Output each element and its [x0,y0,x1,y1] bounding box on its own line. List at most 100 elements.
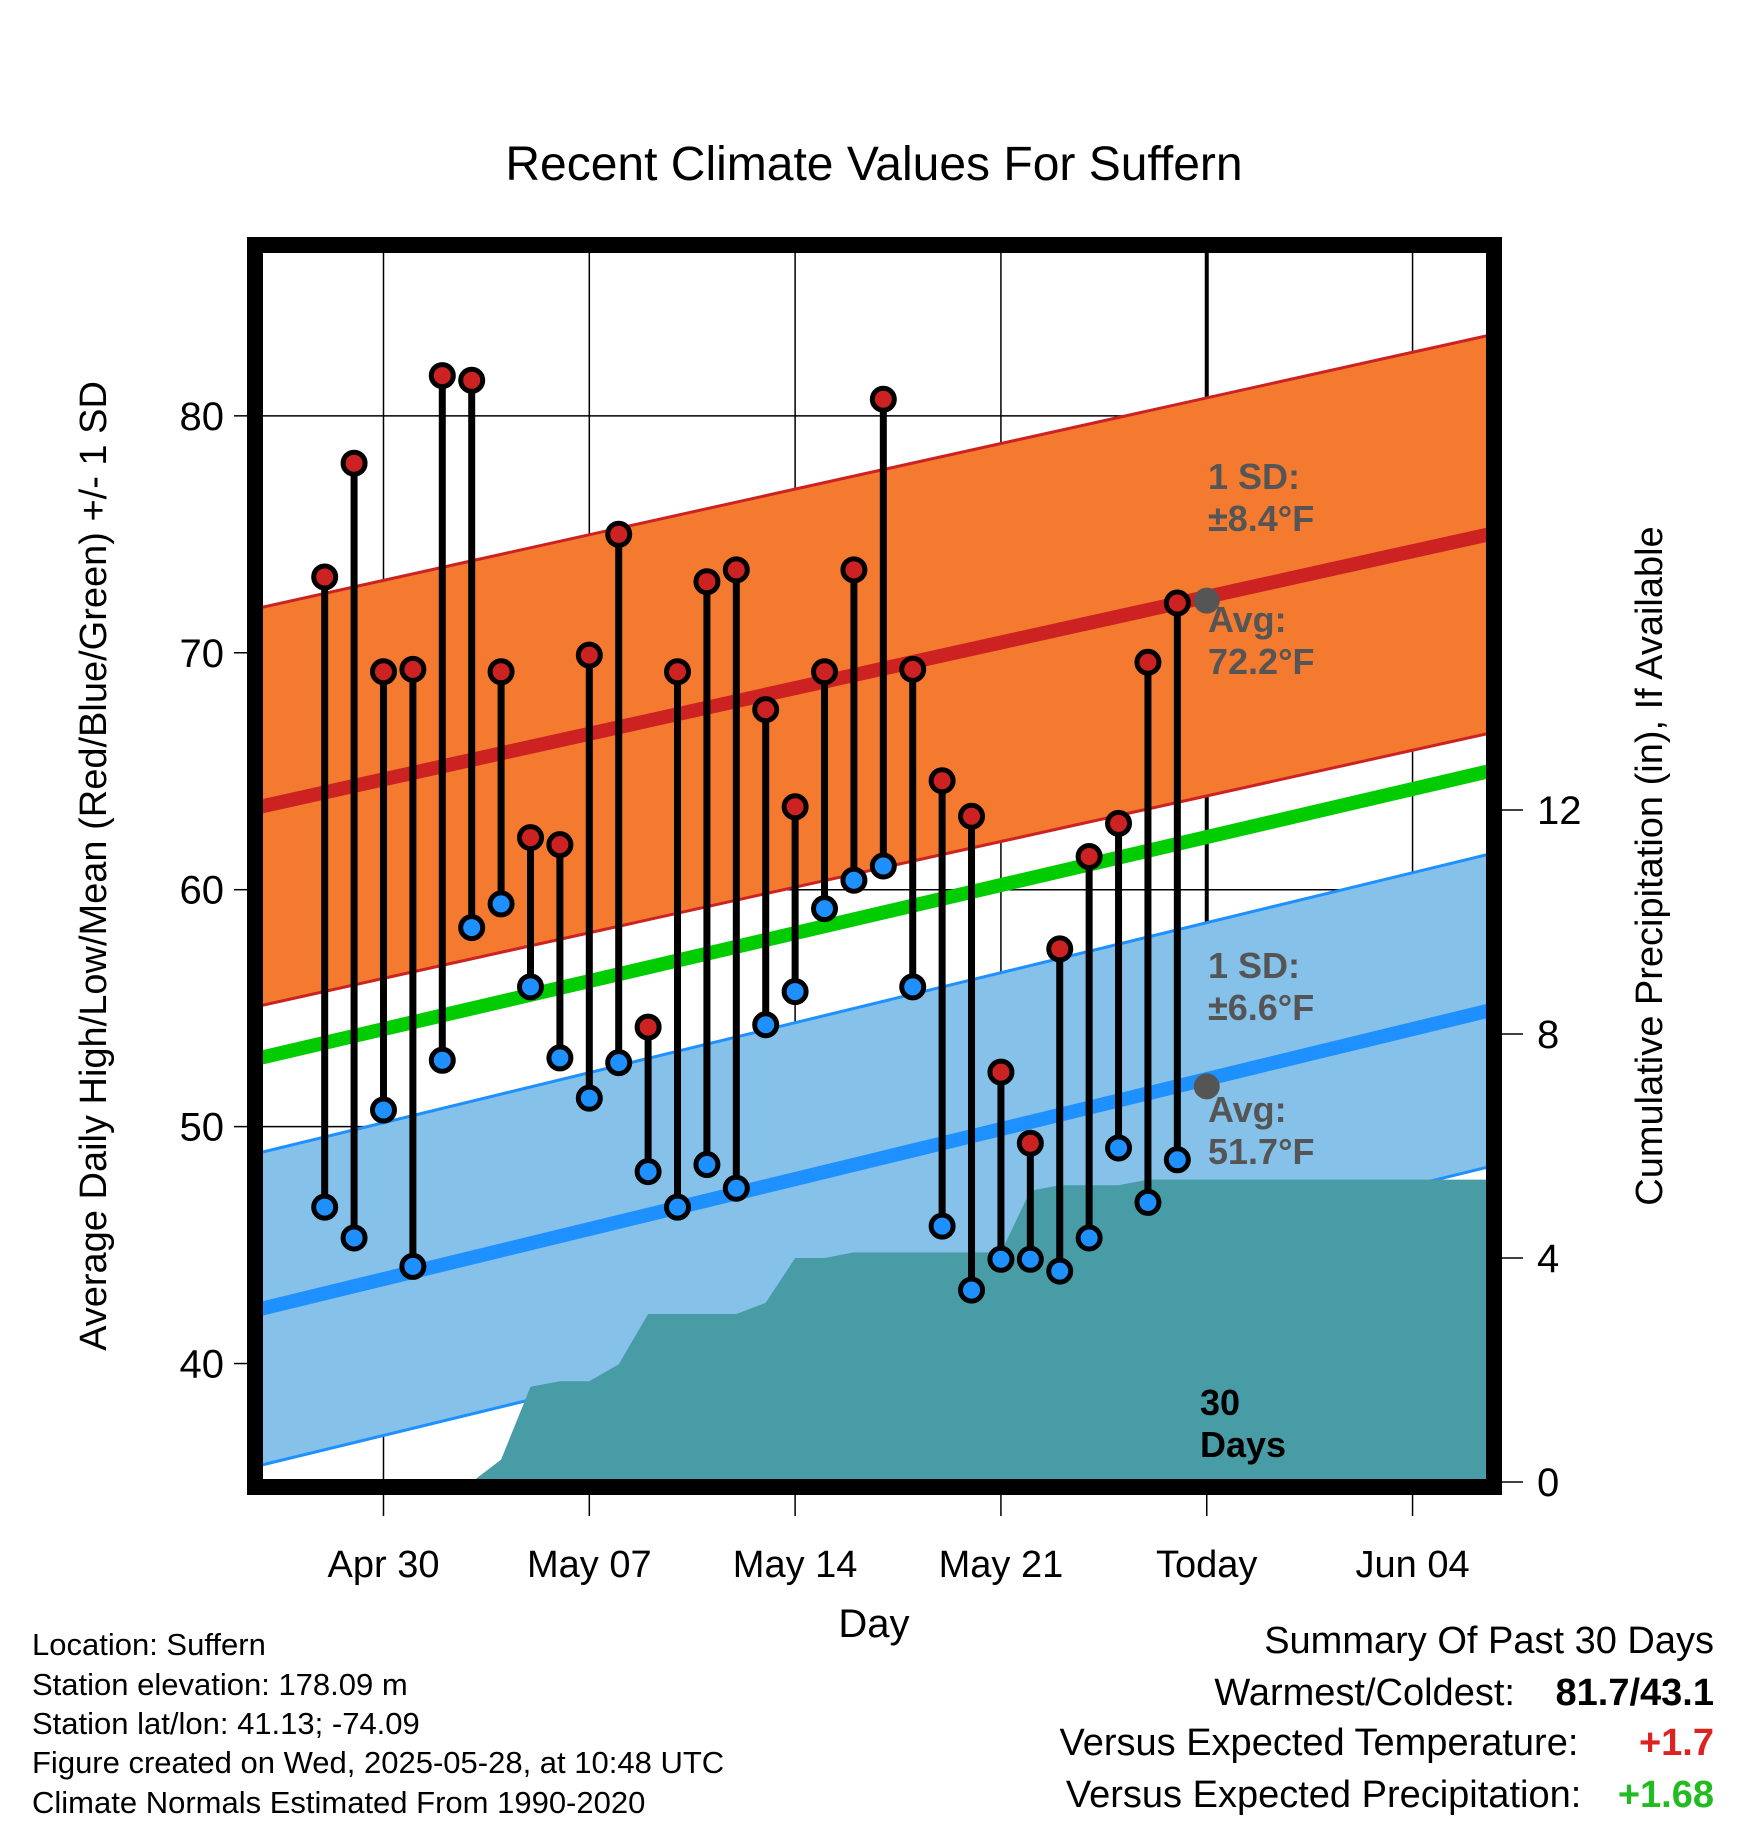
daily-high-point [899,655,927,683]
daily-high-point [811,658,839,686]
daily-low-point [752,1011,780,1039]
daily-high-point [1163,589,1191,617]
daily-high-point [516,824,544,852]
daily-low-point [722,1174,750,1202]
daily-high-point [458,366,486,394]
summary-warmest-value: 81.7/43.1 [1555,1672,1714,1714]
daily-high-point [1016,1129,1044,1157]
daily-low-point [987,1245,1015,1273]
chart-title: Recent Climate Values For Suffern [505,138,1242,191]
daily-low-point [487,890,515,918]
summary-temp-value: +1.7 [1638,1722,1714,1764]
x-tick-label: Apr 30 [328,1544,440,1586]
daily-high-point [752,696,780,724]
daily-high-point [399,655,427,683]
daily-low-point [575,1084,603,1112]
daily-high-point [1046,935,1074,963]
daily-high-point [928,767,956,795]
daily-high-point [546,831,574,859]
daily-low-point [458,914,486,942]
daily-high-point [781,793,809,821]
daily-high-point [869,385,897,413]
daily-low-point [1134,1188,1162,1216]
y2-tick-label: 12 [1537,789,1582,833]
daily-low-point [869,852,897,880]
daily-high-point [487,658,515,686]
daily-low-point [546,1044,574,1072]
normal-mean-line [260,764,1489,1065]
daily-high-point [1105,809,1133,837]
footer-location: Location: Suffern [32,1627,266,1662]
daily-low-point [899,973,927,1001]
y-tick-label: 70 [180,632,225,676]
y-tick-label: 40 [180,1343,225,1387]
summary-warmest: Warmest/Coldest: 81.7/43.1 [1214,1672,1714,1715]
daily-low-point [1105,1134,1133,1162]
daily-low-point [634,1158,662,1186]
daily-low-point [664,1193,692,1221]
y2-tick-label: 0 [1537,1461,1559,1505]
daily-high-point [840,556,868,584]
low-sd-annotation: 1 SD: ±6.6°F [1208,945,1314,1028]
footer-latlon: Station lat/lon: 41.13; -74.09 [32,1706,420,1741]
daily-high-point [311,563,339,591]
x-tick-label: Today [1156,1544,1257,1586]
daily-low-point [1016,1245,1044,1273]
summary-precip-label: Versus Expected Precipitation: [1065,1774,1582,1816]
normal-high-line [260,527,1489,814]
daily-low-point [958,1276,986,1304]
daily-low-point [1046,1257,1074,1285]
days-annotation: 30 Days [1200,1382,1286,1465]
normal-low-line [260,1003,1489,1316]
daily-low-point [428,1046,456,1074]
daily-high-point [575,641,603,669]
x-axis-label: Day [838,1602,909,1646]
daily-low-point [840,866,868,894]
x-tick-label: May 07 [527,1544,652,1586]
daily-high-point [958,802,986,830]
daily-low-point [811,895,839,923]
summary-precip: Versus Expected Precipitation: +1.68 [1066,1774,1714,1817]
footer-elevation: Station elevation: 178.09 m [32,1667,408,1702]
today-high-normal-point [1193,587,1220,614]
footer-normals: Climate Normals Estimated From 1990-2020 [32,1785,646,1820]
daily-high-point [1134,648,1162,676]
high-avg-annotation: Avg: 72.2°F [1208,599,1314,682]
daily-high-point [987,1058,1015,1086]
daily-high-point [664,658,692,686]
y2-tick-label: 4 [1537,1237,1559,1281]
daily-low-point [311,1193,339,1221]
summary-heading: Summary Of Past 30 Days [1264,1620,1714,1662]
y-tick-label: 50 [180,1106,225,1150]
summary-precip-value: +1.68 [1617,1774,1714,1816]
plot-frame [247,237,1502,1495]
daily-high-point [634,1013,662,1041]
x-tick-label: May 14 [733,1544,858,1586]
high-sd-annotation: 1 SD: ±8.4°F [1208,456,1314,539]
daily-low-point [516,973,544,1001]
daily-low-point [1163,1146,1191,1174]
y2-tick-label: 8 [1537,1013,1559,1057]
x-tick-label: Jun 04 [1356,1544,1470,1586]
daily-low-point [1075,1224,1103,1252]
daily-high-point [369,658,397,686]
precip-area [324,1179,1489,1482]
daily-high-point [428,362,456,390]
daily-low-point [928,1212,956,1240]
summary-warmest-label: Warmest/Coldest: [1214,1672,1515,1714]
daily-low-point [605,1049,633,1077]
y2-axis-label: Cumulative Precipitation (in), If Availa… [1629,526,1671,1205]
x-tick-label: May 21 [939,1544,1064,1586]
y-tick-label: 80 [180,395,225,439]
daily-low-point [693,1151,721,1179]
daily-low-point [399,1252,427,1280]
today-low-normal-point [1193,1073,1220,1100]
daily-low-point [781,978,809,1006]
footer-created: Figure created on Wed, 2025-05-28, at 10… [32,1745,725,1780]
low-avg-annotation: Avg: 51.7°F [1208,1089,1314,1172]
daily-high-point [340,449,368,477]
summary-temp: Versus Expected Temperature: +1.7 [1059,1722,1714,1765]
summary-temp-label: Versus Expected Temperature: [1059,1722,1579,1764]
y-axis-label: Average Daily High/Low/Mean (Red/Blue/Gr… [73,381,115,1351]
